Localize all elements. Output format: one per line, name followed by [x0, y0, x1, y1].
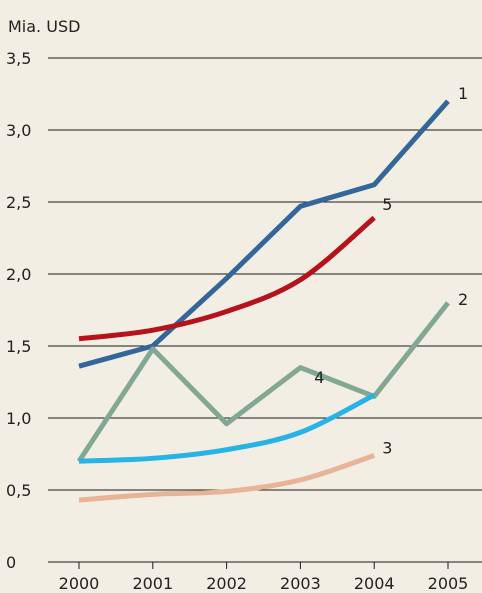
x-tick-label: 2003: [280, 574, 321, 593]
x-tick-label: 2005: [428, 574, 469, 593]
series-label-1: 1: [458, 84, 468, 103]
series-line-4: [78, 392, 376, 464]
series-line-3: [78, 453, 375, 503]
gridlines: [48, 57, 482, 563]
series-label-5: 5: [382, 195, 392, 214]
series-line-1: [78, 99, 450, 369]
y-axis-unit-label: Mia. USD: [8, 17, 80, 36]
y-tick-label: 0: [6, 553, 16, 572]
y-tick-label: 3,0: [6, 121, 31, 140]
series-labels: 1 2 3 4 5: [314, 84, 468, 457]
x-tick-label: 2002: [206, 574, 247, 593]
y-tick-label: 0,5: [6, 481, 31, 500]
y-tick-label: 1,5: [6, 337, 31, 356]
series-label-4: 4: [314, 368, 324, 387]
y-tick-label: 2,5: [6, 193, 31, 212]
y-tick-label: 3,5: [6, 49, 31, 68]
x-tick-label: 2004: [354, 574, 395, 593]
series-label-2: 2: [458, 290, 468, 309]
series-label-3: 3: [382, 438, 392, 457]
x-tick-label: 2000: [59, 574, 100, 593]
x-tick-label: 2001: [132, 574, 173, 593]
y-tick-label: 1,0: [6, 409, 31, 428]
series-lines: [76, 99, 450, 503]
x-tick-labels: 2000 2001 2002 2003 2004 2005: [59, 562, 469, 593]
series-line-5: [78, 215, 376, 342]
series-line-2: [76, 301, 450, 463]
y-tick-label: 2,0: [6, 265, 31, 284]
y-tick-labels: 0 0,5 1,0 1,5 2,0 2,5 3,0 3,5: [6, 49, 31, 572]
